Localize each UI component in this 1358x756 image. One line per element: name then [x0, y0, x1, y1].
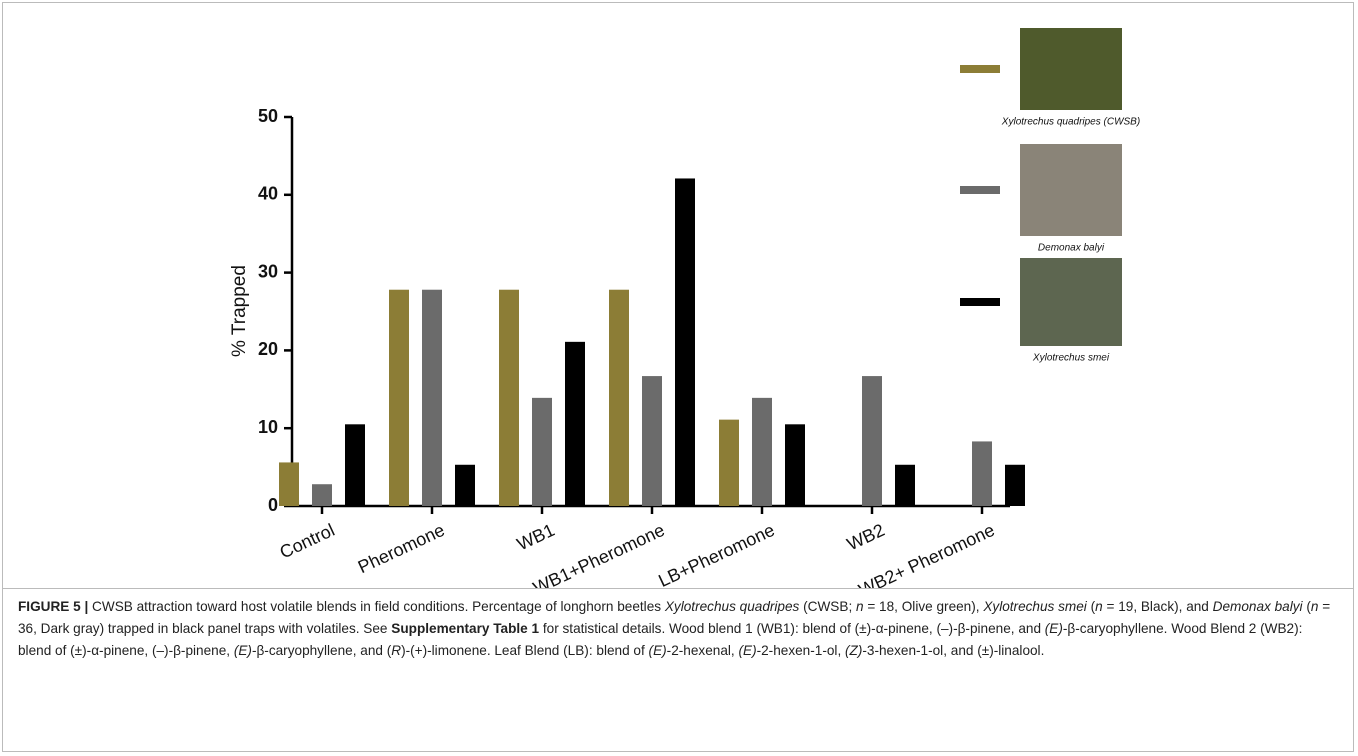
bar — [279, 462, 299, 506]
bar — [972, 441, 992, 506]
legend-swatch — [960, 298, 1000, 306]
bar — [719, 420, 739, 506]
legend-swatch — [960, 65, 1000, 73]
chart: % Trapped 0 10 20 30 40 50 Control Pheromone WB1… — [0, 0, 1358, 588]
legend-label: Xylotrechus quadripes (CWSB) — [1001, 117, 1140, 128]
x-tick-label: Control — [277, 520, 338, 563]
caption-run: FIGURE 5 | — [18, 599, 88, 614]
bar — [785, 424, 805, 506]
x-tick-label: Pheromone — [355, 520, 448, 577]
y-tick-label: 40 — [258, 184, 278, 204]
legend-label: Xylotrechus smei — [1032, 353, 1110, 364]
bar — [752, 398, 772, 506]
y-axis-label: % Trapped — [229, 265, 250, 357]
caption-run: (E) — [234, 643, 252, 658]
caption: FIGURE 5 | CWSB attraction toward host v… — [18, 596, 1338, 662]
caption-run: Demonax balyi — [1213, 599, 1303, 614]
bar — [345, 424, 365, 506]
bar — [565, 342, 585, 506]
caption-run: Supplementary Table 1 — [391, 621, 539, 636]
figure: % Trapped 0 10 20 30 40 50 Control Pheromone WB1… — [0, 0, 1358, 756]
caption-run: = 19, Black), and — [1103, 599, 1213, 614]
caption-run: = 18, Olive green), — [864, 599, 984, 614]
caption-run: n — [856, 599, 864, 614]
x-tick-label: WB2 — [844, 520, 888, 555]
bar — [1005, 465, 1025, 506]
bar — [532, 398, 552, 506]
bar — [895, 465, 915, 506]
caption-run: )-(+)-limonene. Leaf Blend (LB): blend o… — [401, 643, 648, 658]
bar — [455, 465, 475, 506]
y-tick-label: 10 — [258, 417, 278, 437]
bar — [312, 484, 332, 506]
caption-run: ( — [1087, 599, 1095, 614]
caption-run: Xylotrechus quadripes — [665, 599, 800, 614]
divider — [3, 588, 1353, 589]
bar — [642, 376, 662, 506]
x-tick-label: WB1 — [514, 520, 558, 555]
caption-run: -3-hexen-1-ol, and (±)-linalool. — [862, 643, 1044, 658]
caption-run: ( — [1303, 599, 1311, 614]
bar — [862, 376, 882, 506]
y-tick-label: 50 — [258, 106, 278, 126]
bar — [422, 290, 442, 506]
caption-run: Xylotrechus smei — [983, 599, 1087, 614]
caption-run: R — [391, 643, 401, 658]
y-tick-label: 20 — [258, 339, 278, 359]
legend-swatch — [960, 186, 1000, 194]
bar — [499, 290, 519, 506]
y-tick-label: 30 — [258, 261, 278, 281]
bar — [675, 178, 695, 506]
caption-run: CWSB attraction toward host volatile ble… — [88, 599, 665, 614]
caption-run: -2-hexenal, — [667, 643, 739, 658]
caption-run: (E) — [738, 643, 756, 658]
legend-label: Demonax balyi — [1038, 243, 1105, 254]
legend-photo — [1020, 144, 1122, 236]
legend-photo — [1020, 258, 1122, 346]
x-tick-label: LB+Pheromone — [655, 520, 777, 588]
caption-run: -2-hexen-1-ol, — [757, 643, 845, 658]
caption-run: (CWSB; — [799, 599, 856, 614]
caption-run: (Z) — [845, 643, 862, 658]
bar — [609, 290, 629, 506]
caption-run: -β-caryophyllene, and ( — [252, 643, 391, 658]
bar — [389, 290, 409, 506]
y-tick-label: 0 — [268, 495, 278, 515]
caption-run: for statistical details. Wood blend 1 (W… — [539, 621, 1045, 636]
caption-run: (E) — [649, 643, 667, 658]
caption-run: (E) — [1045, 621, 1063, 636]
caption-run: n — [1095, 599, 1103, 614]
legend-photo — [1020, 28, 1122, 110]
